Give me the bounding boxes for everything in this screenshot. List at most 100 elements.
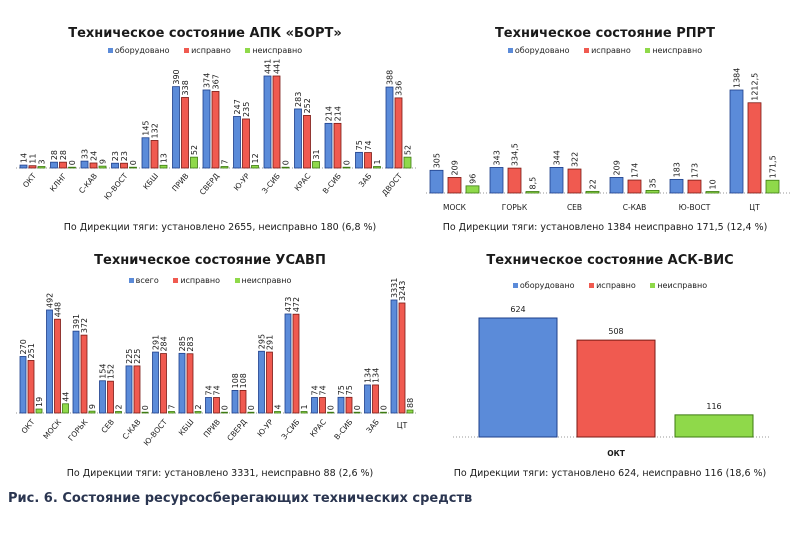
data-label: 3243 [398,281,407,301]
category-label: ЗАБ [364,418,381,435]
chart-panel-askvis: Техническое состояние АСК-ВИС оборудован… [420,250,800,485]
bar-green [141,411,149,414]
bar-blue [385,86,394,169]
bar-green [585,190,600,194]
data-label: 235 [242,102,251,117]
bar-red [59,161,67,169]
data-label: 390 [172,69,181,84]
data-label: 28 [50,150,59,160]
bar-blue [46,309,53,414]
bar-blue [111,162,119,169]
data-label: 74 [364,140,373,150]
category-label: СВЕРД [225,417,248,442]
bar-green [274,411,281,414]
category-label: С-КАВ [623,203,647,212]
chart-panel-rprt: Техническое состояние РПРТ оборудовано и… [410,0,800,250]
legend-swatch-red [184,48,190,53]
bar-blue [80,160,89,169]
legend-swatch-green [245,48,251,53]
data-label: 33 [81,149,90,159]
data-label: 183 [673,162,682,177]
bar-green [98,165,107,169]
bar-green [342,166,351,169]
bar-blue [50,161,58,169]
bar-red [627,179,642,194]
chart-title-askvis: Техническое состояние АСК-ВИС [486,253,734,268]
data-label: 2 [194,404,203,409]
chart-title-rprt: Техническое состояние РПРТ [494,26,716,41]
data-label: 0 [282,160,291,165]
data-label: 7 [168,404,177,409]
category-label: КБШ [177,418,196,438]
bar-red [447,177,462,194]
legend-swatch-red [173,278,179,283]
data-label: 88 [406,398,415,408]
data-label: 74 [213,385,222,395]
bar-red [181,97,189,169]
bar-red [150,140,159,169]
legend-item: неисправно [245,46,302,55]
category-label: З-СИБ [260,172,282,196]
legend-label: неисправно [652,46,703,55]
data-label: 3 [38,159,47,164]
category-label: МОСК [443,203,467,212]
category-label: С-КАВ [121,418,143,442]
data-label: 0 [343,160,352,165]
data-label: 0 [129,160,138,165]
data-label: 13 [160,153,169,163]
bar-blue [609,177,624,194]
data-label: 283 [186,336,195,351]
chart-panel-usavp: Техническое состояние УСАВП всего исправ… [0,250,420,485]
data-label: 171,5 [769,155,778,178]
bar-green [35,408,43,414]
data-label: 374 [203,73,212,88]
data-label: 116 [706,402,721,411]
bar-green [674,414,754,438]
data-label: 624 [510,305,525,314]
category-label: В-СИБ [332,418,354,442]
data-label: 209 [613,160,622,175]
category-label: ГОРЬК [66,417,90,443]
bar-blue [390,299,398,414]
data-label: 108 [239,373,248,388]
bar-green [194,411,202,414]
legend-label: оборудовано [114,46,170,55]
data-label: 75 [355,140,364,150]
bar-red [576,339,656,438]
data-label: 8,5 [529,177,538,190]
legend-usavp: всего исправно неисправно [0,276,420,285]
legend-swatch-blue [507,48,513,53]
data-label: 2 [115,404,124,409]
bar-blue [284,313,292,414]
data-label: 214 [334,106,343,121]
bar-red [211,91,220,169]
bar-green [281,166,290,169]
category-label: СВЕРД [198,171,221,196]
category-label: КБШ [141,172,160,192]
legend-item: неисправно [645,46,702,55]
category-label: В-СИБ [321,172,343,196]
legend-swatch-green [645,48,651,53]
bar-red [80,334,88,414]
data-label: 251 [27,343,36,358]
bar-red [747,102,762,194]
legend-label: оборудовано [514,46,570,55]
legend-label: исправно [596,281,636,290]
chart-summary-askvis: По Дирекции тяги: установлено 624, неисп… [453,468,767,479]
category-label: Ю-УР [255,417,275,438]
bar-green [190,156,198,169]
data-label: 7 [221,159,230,164]
bar-blue [549,166,564,194]
data-label: 285 [178,336,187,351]
data-label: 472 [292,297,301,312]
category-label: ОКТ [607,449,626,458]
bar-red [398,302,406,414]
data-label: 11 [29,154,38,164]
data-label: 132 [151,123,160,138]
category-label: Ю-ВОСТ [679,203,711,212]
legend-item: оборудовано [107,46,170,55]
data-label: 152 [107,364,116,379]
data-label: 145 [142,120,151,135]
data-label: 12 [251,153,260,163]
